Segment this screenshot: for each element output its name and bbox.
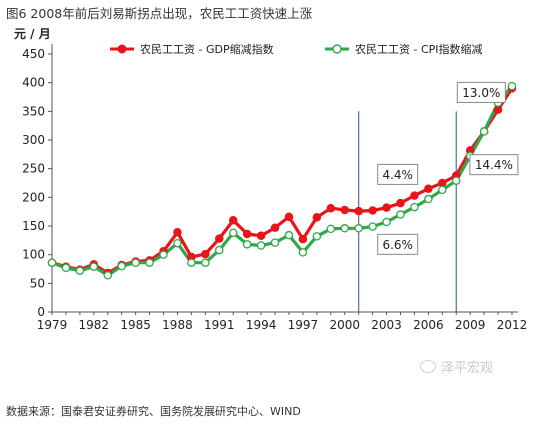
data-point-cpi (159, 250, 168, 259)
data-point-gdp (493, 105, 503, 114)
y-axis-unit-label: 元 / 月 (14, 27, 51, 41)
data-point-cpi (396, 210, 405, 219)
legend-label-gdp: 农民工工资 - GDP缩减指数 (140, 42, 274, 56)
data-point-cpi (326, 224, 336, 234)
data-point-cpi (131, 258, 140, 267)
x-tick-label: 1991 (204, 318, 235, 332)
data-point-cpi (145, 258, 154, 267)
data-point-cpi (270, 238, 280, 247)
y-tick-label: 300 (22, 133, 45, 147)
data-point-gdp (312, 213, 322, 222)
data-point-cpi (382, 217, 391, 227)
legend-marker-cpi (332, 44, 342, 54)
data-point-gdp (256, 231, 266, 240)
data-point-cpi (479, 127, 489, 136)
growth-rate-label: 13.0% (462, 86, 500, 100)
growth-rate-label: 14.4% (475, 158, 513, 172)
data-point-cpi (173, 238, 182, 248)
data-point-gdp (326, 203, 336, 213)
y-tick-label: 0 (37, 305, 45, 319)
data-point-gdp (270, 223, 280, 232)
data-point-cpi (61, 263, 71, 273)
growth-rate-box (377, 233, 419, 255)
y-tick-label: 150 (22, 219, 45, 233)
growth-rate-box (456, 81, 506, 103)
data-point-gdp (298, 234, 308, 244)
line-chart: 元 / 月 0 50 100 150 200 250 300 350 400 450 1979 198… (14, 27, 528, 332)
data-point-cpi (187, 258, 196, 267)
data-point-cpi (354, 224, 363, 233)
data-point-cpi (215, 245, 224, 255)
data-point-gdp (242, 229, 252, 239)
data-point-gdp (368, 206, 377, 215)
y-tick-label: 250 (22, 162, 45, 176)
data-point-gdp (228, 216, 238, 225)
data-point-cpi (410, 202, 419, 212)
x-tick-label: 2012 (497, 318, 528, 332)
data-point-cpi (284, 230, 294, 240)
growth-rate-box (469, 154, 519, 176)
legend-item-gdp: 农民工工资 - GDP缩减指数 (110, 42, 274, 56)
data-point-cpi (75, 266, 85, 275)
data-point-cpi (89, 262, 99, 271)
x-tick-label: 2009 (455, 318, 486, 332)
growth-rate-box (377, 163, 419, 185)
data-point-gdp (382, 203, 391, 212)
data-point-cpi (298, 248, 308, 257)
chat-bubble-icon (420, 360, 436, 373)
data-point-cpi (368, 222, 377, 231)
data-point-cpi (242, 240, 252, 249)
data-point-gdp (201, 249, 210, 259)
data-source-note: 数据来源：国泰君安证券研究、国务院发展研究中心、WIND (6, 405, 301, 418)
data-point-gdp (354, 206, 363, 216)
x-tick-label: 1988 (162, 318, 193, 332)
data-point-cpi (451, 176, 461, 185)
data-point-cpi (256, 241, 266, 250)
data-point-cpi (312, 232, 322, 241)
growth-rate-label: 6.6% (382, 238, 413, 252)
figure-title: 图6 2008年前后刘易斯拐点出现，农民工工资快速上涨 (6, 6, 313, 21)
y-tick-label: 400 (22, 76, 45, 90)
y-tick-label: 200 (22, 190, 45, 204)
x-tick-label: 1985 (120, 318, 151, 332)
watermark: 泽平宏观 (420, 357, 493, 376)
legend-item-cpi: 农民工工资 - CPI指数缩减 (325, 42, 483, 56)
x-tick-label: 2003 (371, 318, 402, 332)
y-tick-label: 450 (22, 47, 45, 61)
data-point-cpi (47, 258, 57, 267)
data-point-cpi (103, 271, 113, 280)
x-tick-label: 1979 (37, 318, 68, 332)
data-point-cpi (507, 81, 517, 91)
y-tick-label: 50 (30, 276, 45, 290)
y-tick-label: 100 (22, 248, 45, 262)
x-tick-label: 1982 (79, 318, 110, 332)
data-point-cpi (424, 194, 433, 204)
legend-marker-gdp (117, 44, 127, 54)
y-tick-label: 350 (22, 104, 45, 118)
data-point-gdp (396, 198, 405, 208)
data-point-cpi (201, 258, 210, 267)
data-point-gdp (215, 234, 224, 243)
data-point-gdp (340, 205, 349, 215)
chart-area: 元 / 月 0 50 100 150 200 250 300 350 400 450 1979 198… (0, 22, 541, 362)
data-point-gdp (438, 178, 447, 188)
growth-rate-label: 4.4% (382, 168, 413, 182)
data-point-gdp (173, 228, 182, 237)
x-tick-label: 1997 (288, 318, 319, 332)
data-point-gdp (410, 191, 419, 200)
watermark-text: 泽平宏观 (441, 361, 494, 376)
legend-label-cpi: 农民工工资 - CPI指数缩减 (355, 42, 483, 56)
x-tick-label: 2000 (329, 318, 360, 332)
x-tick-label: 2006 (413, 318, 444, 332)
data-point-cpi (438, 185, 447, 195)
series-line-cpi (51, 85, 514, 277)
x-tick-label: 1994 (246, 318, 277, 332)
data-point-gdp (424, 184, 433, 193)
data-point-gdp (284, 212, 294, 222)
data-point-cpi (228, 228, 238, 238)
data-point-cpi (340, 224, 349, 233)
data-point-cpi (117, 261, 126, 271)
